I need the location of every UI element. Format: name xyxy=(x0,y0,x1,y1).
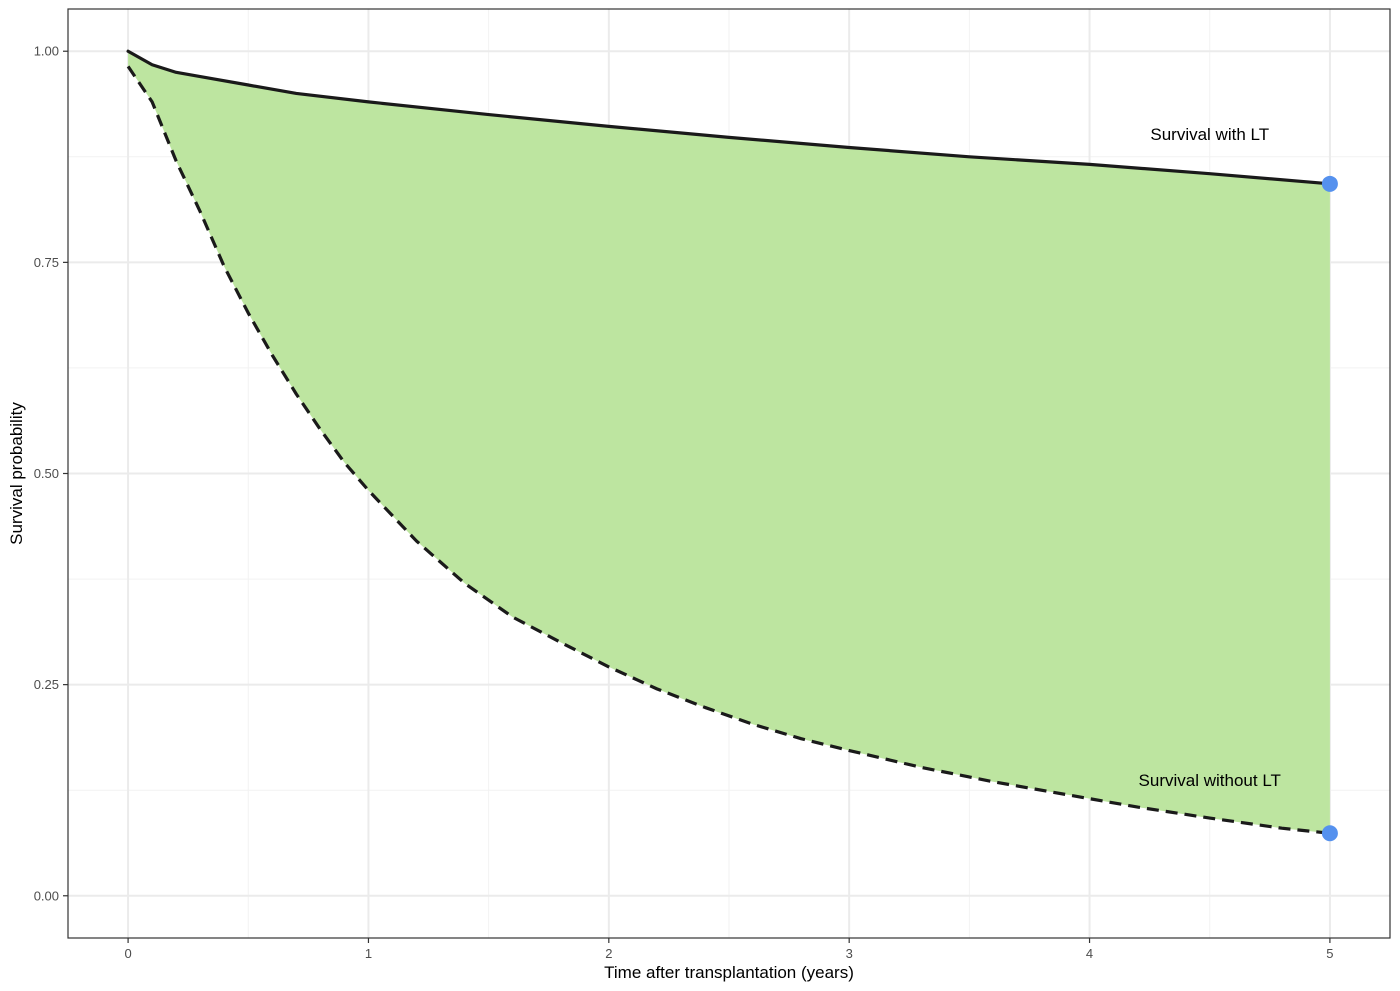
y-tick-label: 0.25 xyxy=(34,677,59,692)
lines-layer xyxy=(126,49,1332,835)
survival-gap-area xyxy=(128,51,1330,834)
x-tick-label: 2 xyxy=(605,946,612,961)
x-tick-label: 5 xyxy=(1326,946,1333,961)
x-tick-label: 1 xyxy=(365,946,372,961)
y-tick-label: 0.00 xyxy=(34,888,59,903)
x-tick-label: 0 xyxy=(124,946,131,961)
annotation-label: Survival without LT xyxy=(1139,771,1281,790)
y-tick-label: 1.00 xyxy=(34,44,59,59)
x-tick-label: 4 xyxy=(1086,946,1093,961)
annotation-label: Survival with LT xyxy=(1150,125,1269,144)
y-axis-title: Survival probability xyxy=(7,402,26,545)
series-line-with-lt xyxy=(126,49,1332,186)
y-tick-label: 0.75 xyxy=(34,255,59,270)
points-layer xyxy=(1321,175,1338,842)
endpoint-marker-0 xyxy=(1321,175,1338,192)
endpoint-marker-1 xyxy=(1321,825,1338,842)
series-line-without-lt xyxy=(126,65,1331,835)
x-axis-title: Time after transplantation (years) xyxy=(604,963,854,982)
area-layer xyxy=(128,51,1330,834)
x-axis: 0 1 2 3 4 5 xyxy=(124,938,1334,961)
x-tick-label: 3 xyxy=(846,946,853,961)
annotations-layer: Survival with LT Survival without LT xyxy=(1139,125,1281,790)
y-tick-label: 0.50 xyxy=(34,466,59,481)
y-axis: 0.00 0.25 0.50 0.75 1.00 xyxy=(34,44,68,903)
